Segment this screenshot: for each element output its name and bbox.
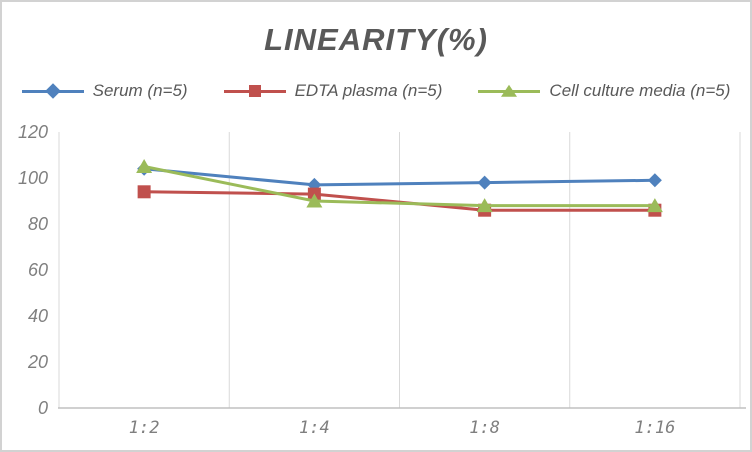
triangle-marker-icon	[501, 84, 518, 97]
diamond-marker-icon	[44, 83, 61, 99]
cell-culture-media-line-swatch	[478, 84, 541, 97]
svg-text:1:16: 1:16	[634, 418, 675, 438]
svg-text:20: 20	[27, 352, 48, 372]
serum-line-swatch	[21, 83, 84, 99]
legend-item-edta-plasma: EDTA plasma (n=5)	[223, 81, 443, 101]
edta-plasma-line-swatch	[223, 85, 286, 97]
svg-text:120: 120	[18, 122, 48, 142]
legend-label-serum: Serum (n=5)	[92, 81, 188, 100]
legend-label-edta-plasma: EDTA plasma (n=5)	[294, 81, 443, 100]
svg-text:0: 0	[38, 398, 48, 418]
legend-item-serum: Serum (n=5)	[21, 81, 188, 101]
svg-text:60: 60	[28, 260, 48, 280]
chart-title: LINEARITY(%)	[264, 22, 488, 57]
svg-text:100: 100	[18, 168, 48, 188]
svg-text:1:2: 1:2	[129, 418, 160, 438]
svg-text:1:8: 1:8	[469, 418, 500, 438]
svg-text:80: 80	[28, 214, 48, 234]
legend-item-cell-culture-media: Cell culture media (n=5)	[478, 81, 730, 101]
square-marker-icon	[248, 85, 261, 97]
svg-text:1:4: 1:4	[299, 418, 330, 438]
legend: Serum (n=5) EDTA plasma (n=5) Cell cultu…	[2, 78, 750, 104]
legend-label-cell-culture-media: Cell culture media (n=5)	[549, 81, 731, 100]
svg-text:40: 40	[28, 306, 48, 326]
